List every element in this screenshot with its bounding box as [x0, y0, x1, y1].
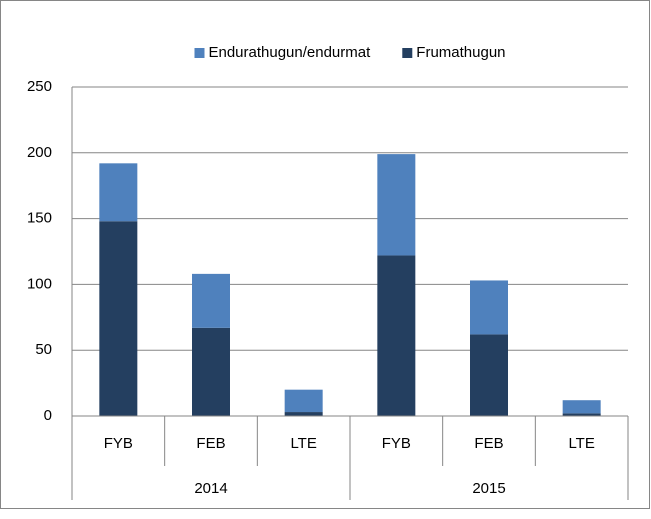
y-tick-label: 200 [27, 144, 52, 161]
x-tick-label: FYB [382, 435, 411, 452]
y-tick-label: 50 [35, 341, 52, 358]
bar-segment [470, 334, 508, 416]
bar-segment [99, 163, 138, 222]
bar-segment [284, 412, 323, 416]
legend-swatch [402, 48, 413, 58]
bar-segment [562, 400, 601, 414]
x-tick-label: FEB [196, 435, 225, 452]
x-tick-label: LTE [290, 435, 316, 452]
bar-segment [377, 154, 416, 256]
bar-segment [562, 413, 601, 416]
y-tick-label: 150 [27, 210, 52, 227]
y-tick-label: 0 [44, 407, 52, 424]
bar-segment [470, 280, 508, 335]
bar-segment [192, 273, 230, 328]
legend-swatch [194, 48, 205, 58]
y-tick-label: 250 [27, 78, 52, 95]
legend-label: Endurathugun/endurmat [208, 44, 371, 61]
x-tick-label: FEB [474, 435, 503, 452]
group-label: 2014 [194, 480, 227, 497]
group-label: 2015 [472, 480, 505, 497]
x-tick-label: LTE [568, 435, 594, 452]
legend-label: Frumathugun [416, 44, 505, 61]
y-tick-label: 100 [27, 275, 52, 292]
chart-border [0, 0, 650, 509]
bar-segment [192, 327, 230, 416]
x-tick-label: FYB [104, 435, 133, 452]
bar-segment [377, 255, 416, 416]
bar-segment [99, 221, 138, 416]
bar-segment [284, 389, 323, 413]
